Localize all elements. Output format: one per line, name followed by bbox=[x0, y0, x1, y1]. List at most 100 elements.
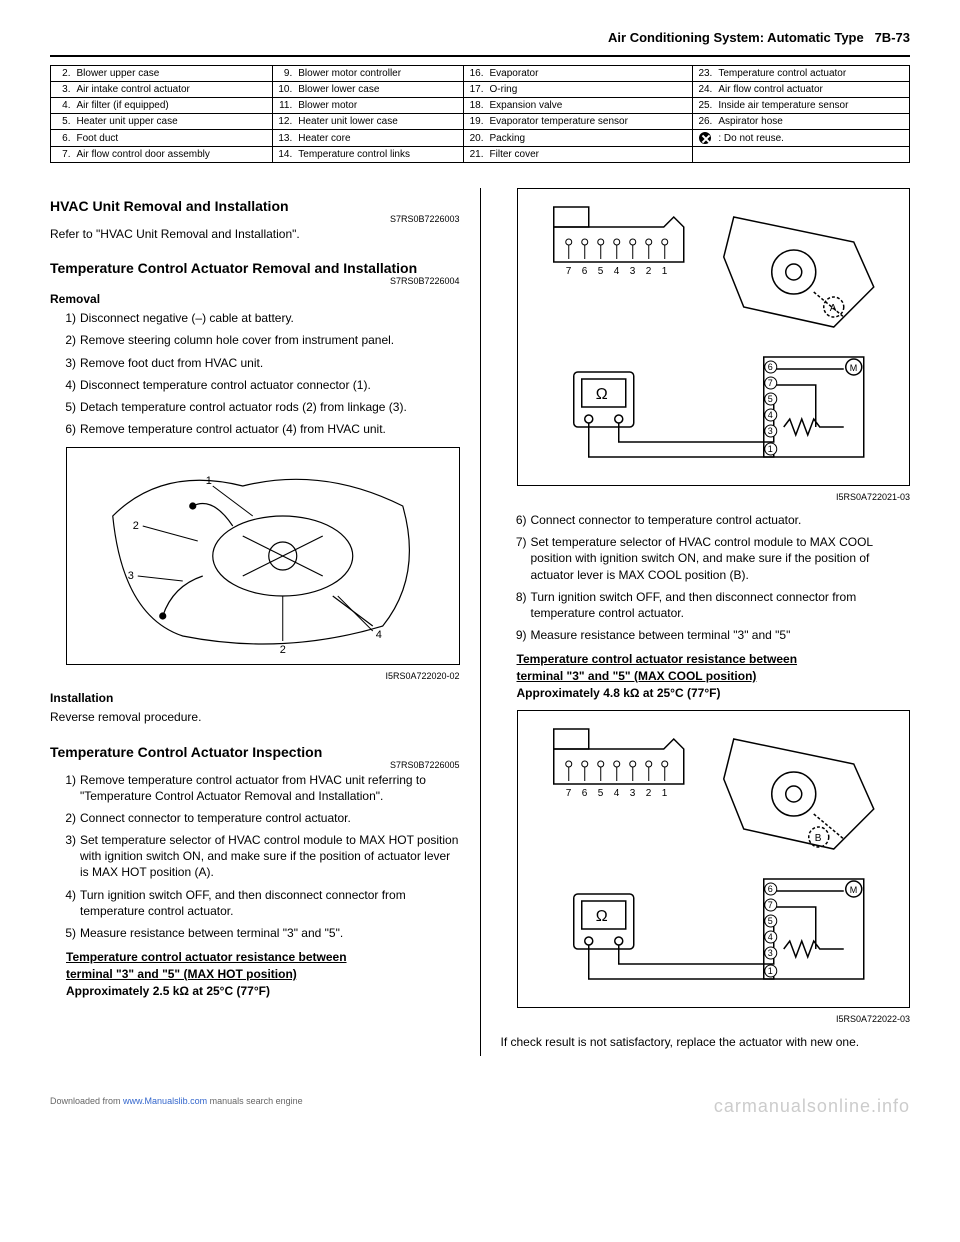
svg-text:1: 1 bbox=[767, 444, 772, 454]
svg-text:3: 3 bbox=[128, 570, 134, 582]
step-item: 1)Remove temperature control actuator fr… bbox=[66, 772, 460, 804]
section-code: S7RS0B7226003 bbox=[50, 214, 460, 224]
step-item: 4)Turn ignition switch OFF, and then dis… bbox=[66, 887, 460, 919]
step-item: 2)Remove steering column hole cover from… bbox=[66, 332, 460, 348]
column-divider bbox=[480, 188, 481, 1056]
svg-text:1: 1 bbox=[661, 266, 667, 277]
parts-cell-text: Blower lower case bbox=[294, 82, 463, 98]
hvac-unit-heading: HVAC Unit Removal and Installation bbox=[50, 198, 460, 214]
parts-cell-num: 3. bbox=[51, 82, 73, 98]
parts-cell-text: Aspirator hose bbox=[714, 114, 909, 130]
svg-text:1: 1 bbox=[661, 788, 667, 799]
parts-cell-num: 4. bbox=[51, 98, 73, 114]
svg-text:3: 3 bbox=[767, 948, 772, 958]
svg-text:7: 7 bbox=[767, 900, 772, 910]
parts-cell-text: Evaporator temperature sensor bbox=[486, 114, 693, 130]
parts-cell-text: : Do not reuse. bbox=[714, 130, 909, 147]
svg-text:4: 4 bbox=[613, 788, 619, 799]
parts-table: 2.Blower upper case9.Blower motor contro… bbox=[50, 65, 910, 163]
parts-cell-num: 9. bbox=[272, 66, 294, 82]
parts-cell-num: 16. bbox=[464, 66, 486, 82]
parts-cell-text: Heater unit upper case bbox=[73, 114, 273, 130]
parts-cell-num: 10. bbox=[272, 82, 294, 98]
step-item: 1)Disconnect negative (–) cable at batte… bbox=[66, 310, 460, 326]
svg-text:2: 2 bbox=[133, 520, 139, 532]
section-code: S7RS0B7226005 bbox=[50, 760, 460, 770]
parts-cell-text: Blower motor controller bbox=[294, 66, 463, 82]
parts-cell-text: Evaporator bbox=[486, 66, 693, 82]
step-item: 4)Disconnect temperature control actuato… bbox=[66, 377, 460, 393]
parts-cell-num: 13. bbox=[272, 130, 294, 147]
step-item: 2)Connect connector to temperature contr… bbox=[66, 810, 460, 826]
page-title: Air Conditioning System: Automatic Type … bbox=[608, 30, 910, 45]
step-item: 6)Remove temperature control actuator (4… bbox=[66, 421, 460, 437]
parts-cell-text: Foot duct bbox=[73, 130, 273, 147]
svg-text:2: 2 bbox=[280, 644, 286, 656]
svg-text:4: 4 bbox=[767, 932, 772, 942]
parts-cell-text: Filter cover bbox=[486, 147, 693, 163]
connector-b-svg: 7654321 B Ω M bbox=[526, 719, 902, 999]
step-item: 7)Set temperature selector of HVAC contr… bbox=[517, 534, 911, 583]
figure-actuator-removal: 1 2 3 2 4 bbox=[66, 447, 460, 665]
spec-max-cool: Temperature control actuator resistance … bbox=[517, 651, 911, 701]
svg-text:4: 4 bbox=[613, 266, 619, 277]
parts-cell-text: Temperature control actuator bbox=[714, 66, 909, 82]
parts-cell-num: 11. bbox=[272, 98, 294, 114]
parts-cell-text: Air intake control actuator bbox=[73, 82, 273, 98]
parts-cell-num: 21. bbox=[464, 147, 486, 163]
parts-cell-text: Air filter (if equipped) bbox=[73, 98, 273, 114]
parts-cell-text: Heater unit lower case bbox=[294, 114, 463, 130]
svg-text:2: 2 bbox=[645, 266, 651, 277]
step-item: 9)Measure resistance between terminal "3… bbox=[517, 627, 911, 643]
parts-cell-text: Air flow control door assembly bbox=[73, 147, 273, 163]
parts-cell-num: 17. bbox=[464, 82, 486, 98]
parts-cell-text: Packing bbox=[486, 130, 693, 147]
parts-cell-text: Expansion valve bbox=[486, 98, 693, 114]
svg-text:1: 1 bbox=[206, 475, 212, 487]
parts-cell-num: 26. bbox=[692, 114, 714, 130]
right-column: 7654321 A Ω bbox=[501, 188, 911, 1056]
svg-text:5: 5 bbox=[767, 916, 772, 926]
temp-actuator-ri-heading: Temperature Control Actuator Removal and… bbox=[50, 260, 460, 276]
figure-caption: I5RS0A722020-02 bbox=[50, 671, 460, 681]
temp-actuator-insp-heading: Temperature Control Actuator Inspection bbox=[50, 744, 460, 760]
parts-cell-num: 23. bbox=[692, 66, 714, 82]
tail-text: If check result is not satisfactory, rep… bbox=[501, 1034, 911, 1050]
section-code: S7RS0B7226004 bbox=[50, 276, 460, 286]
installation-label: Installation bbox=[50, 691, 460, 705]
step-item: 8)Turn ignition switch OFF, and then dis… bbox=[517, 589, 911, 621]
parts-cell-text: Air flow control actuator bbox=[714, 82, 909, 98]
svg-text:1: 1 bbox=[767, 966, 772, 976]
header-rule bbox=[50, 55, 910, 57]
parts-cell-num bbox=[692, 130, 714, 147]
parts-cell-num: 7. bbox=[51, 147, 73, 163]
removal-steps: 1)Disconnect negative (–) cable at batte… bbox=[50, 310, 460, 437]
parts-cell-num: 5. bbox=[51, 114, 73, 130]
svg-text:4: 4 bbox=[767, 410, 772, 420]
svg-text:5: 5 bbox=[597, 788, 603, 799]
step-item: 5)Detach temperature control actuator ro… bbox=[66, 399, 460, 415]
removal-label: Removal bbox=[50, 292, 460, 306]
svg-text:Ω: Ω bbox=[595, 908, 607, 925]
svg-text:4: 4 bbox=[376, 629, 382, 641]
svg-text:Ω: Ω bbox=[595, 386, 607, 403]
parts-cell-text: Blower upper case bbox=[73, 66, 273, 82]
hvac-unit-text: Refer to "HVAC Unit Removal and Installa… bbox=[50, 226, 460, 242]
svg-text:5: 5 bbox=[597, 266, 603, 277]
step-item: 3)Remove foot duct from HVAC unit. bbox=[66, 355, 460, 371]
parts-cell-text bbox=[714, 147, 909, 163]
figure-connector-b: 7654321 B Ω M bbox=[517, 710, 911, 1008]
parts-cell-text: Temperature control links bbox=[294, 147, 463, 163]
step-item: 5)Measure resistance between terminal "3… bbox=[66, 925, 460, 941]
svg-text:M: M bbox=[849, 885, 857, 895]
footer-link[interactable]: www.Manualslib.com bbox=[123, 1096, 207, 1106]
step-item: 3)Set temperature selector of HVAC contr… bbox=[66, 832, 460, 881]
svg-text:M: M bbox=[849, 363, 857, 373]
parts-cell-text: O-ring bbox=[486, 82, 693, 98]
parts-cell-num: 19. bbox=[464, 114, 486, 130]
inspection-steps: 1)Remove temperature control actuator fr… bbox=[50, 772, 460, 942]
svg-text:6: 6 bbox=[581, 788, 587, 799]
inspection-steps-6-9: 6)Connect connector to temperature contr… bbox=[501, 512, 911, 643]
connector-a-svg: 7654321 A Ω bbox=[526, 197, 902, 477]
parts-cell-text: Heater core bbox=[294, 130, 463, 147]
